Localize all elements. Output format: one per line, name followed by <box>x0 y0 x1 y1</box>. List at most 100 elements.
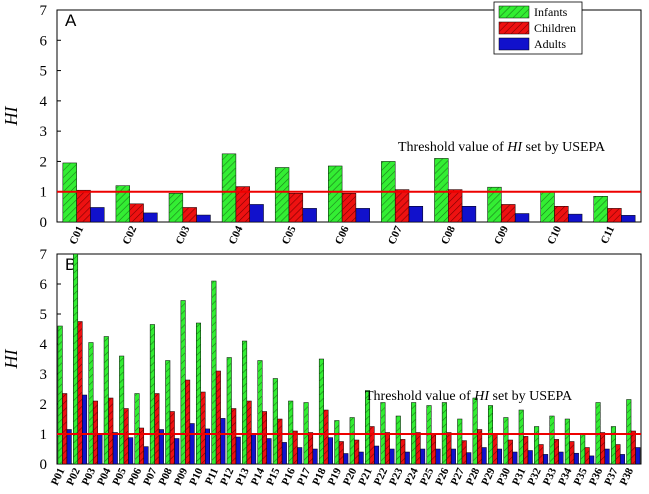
bar-infants-hatch <box>487 187 502 222</box>
bar-infants-hatch <box>593 196 608 222</box>
bar-infants-hatch <box>226 357 232 464</box>
bar-adults <box>220 418 226 465</box>
bar-adults <box>514 213 530 223</box>
bar-infants-hatch <box>457 419 463 464</box>
bar-adults <box>355 208 370 223</box>
x-tick-label: P09 <box>172 466 191 488</box>
bar-children-hatch <box>277 419 283 464</box>
y-tick-label: 4 <box>40 94 48 110</box>
bar-children-hatch <box>501 204 516 222</box>
bar-children-hatch <box>129 203 144 222</box>
x-tick-label: P23 <box>387 466 406 488</box>
bar-adults <box>302 208 317 223</box>
bar-infants-hatch <box>328 165 343 222</box>
bar-children-hatch <box>139 428 144 464</box>
threshold-annotation-post: set by USEPA <box>522 140 606 155</box>
threshold-annotation-var: HI <box>473 389 490 404</box>
bar-children-hatch <box>554 206 569 222</box>
x-tick-label: P08 <box>157 466 176 488</box>
x-tick-label: P02 <box>64 466 83 488</box>
bar-adults <box>90 207 105 223</box>
bar-children-hatch <box>462 440 467 464</box>
bar-adults <box>266 438 272 465</box>
threshold-annotation: Threshold value of HI set by USEPA <box>398 140 606 155</box>
legend-swatch-adults <box>498 37 530 51</box>
x-tick-label: P26 <box>433 466 452 488</box>
bar-children-hatch <box>395 189 409 222</box>
bar-infants-hatch <box>273 378 278 464</box>
x-tick-label: P31 <box>510 466 528 487</box>
y-tick-label: 4 <box>40 337 48 353</box>
bar-infants-hatch <box>396 416 401 464</box>
x-tick-label: P14 <box>249 466 268 488</box>
bar-adults <box>174 438 180 465</box>
y-tick-label: 1 <box>40 185 48 201</box>
bar-adults <box>543 454 549 465</box>
bar-children-hatch <box>448 189 463 222</box>
x-tick-label: P19 <box>326 466 345 488</box>
bar-infants-hatch <box>150 324 155 464</box>
legend-swatch-infants-hatch <box>499 6 529 18</box>
bar-adults <box>143 446 149 465</box>
bar-infants-hatch <box>626 399 632 464</box>
bar-infants-hatch <box>180 300 186 464</box>
bar-infants-hatch <box>242 341 247 464</box>
x-tick-label: C03 <box>174 224 193 247</box>
bar-children-hatch <box>216 371 221 464</box>
bar-adults <box>82 394 88 465</box>
bar-adults <box>408 206 424 223</box>
bar-adults <box>143 212 158 223</box>
bar-adults <box>343 453 349 465</box>
bar-children-hatch <box>431 434 436 464</box>
x-tick-label: P06 <box>126 466 145 488</box>
bar-children-hatch <box>600 432 605 464</box>
y-tick-label: 5 <box>40 307 48 323</box>
bar-infants-hatch <box>275 167 290 222</box>
bar-infants-hatch <box>211 281 217 464</box>
bar-children-hatch <box>231 408 236 464</box>
bar-infants-hatch <box>134 393 140 464</box>
threshold-annotation-post: set by USEPA <box>489 389 573 404</box>
bar-children-hatch <box>262 411 267 464</box>
bar-children-hatch <box>200 392 206 464</box>
x-tick-label: P11 <box>203 466 221 487</box>
y-tick-label: 5 <box>40 64 48 80</box>
x-tick-label: C09 <box>492 224 511 247</box>
bar-adults <box>527 450 533 465</box>
x-tick-label: P05 <box>111 466 130 488</box>
bar-infants-hatch <box>288 401 293 464</box>
x-tick-label: C11 <box>599 224 618 246</box>
x-tick-label: P38 <box>618 466 637 488</box>
bar-adults <box>128 437 134 465</box>
y-tick-label: 3 <box>40 124 48 140</box>
bar-children-hatch <box>477 429 482 464</box>
bar-adults <box>558 451 564 465</box>
x-tick-label: P16 <box>280 466 299 488</box>
x-tick-label: P32 <box>525 466 544 488</box>
bar-adults <box>435 448 441 465</box>
bar-children-hatch <box>554 439 559 464</box>
panel-b-chart: 01234567HIBP01P02P03P04P05P06P07P08P09P1… <box>1 247 642 488</box>
bar-adults <box>497 448 503 465</box>
x-tick-label: P01 <box>49 466 67 487</box>
x-tick-label: P17 <box>295 466 314 488</box>
threshold-annotation-pre: Threshold value of <box>365 389 474 404</box>
threshold-annotation-var: HI <box>506 140 523 155</box>
bar-infants-hatch <box>565 419 570 464</box>
bar-children-hatch <box>93 401 98 464</box>
x-tick-label: P03 <box>80 466 99 488</box>
x-tick-label: P22 <box>372 466 391 488</box>
bar-adults <box>619 454 625 465</box>
bar-adults <box>512 451 518 465</box>
x-tick-label: P30 <box>495 466 514 488</box>
bar-adults <box>404 451 410 465</box>
plot-area-frame <box>56 253 642 465</box>
bar-infants-hatch <box>257 360 263 464</box>
y-tick-label: 3 <box>40 367 48 383</box>
bar-children-hatch <box>342 193 356 222</box>
bar-children-hatch <box>400 439 406 464</box>
y-tick-label: 2 <box>40 154 48 170</box>
bar-adults <box>158 429 164 465</box>
x-tick-label: P12 <box>218 466 237 488</box>
panel-label: A <box>65 11 77 30</box>
